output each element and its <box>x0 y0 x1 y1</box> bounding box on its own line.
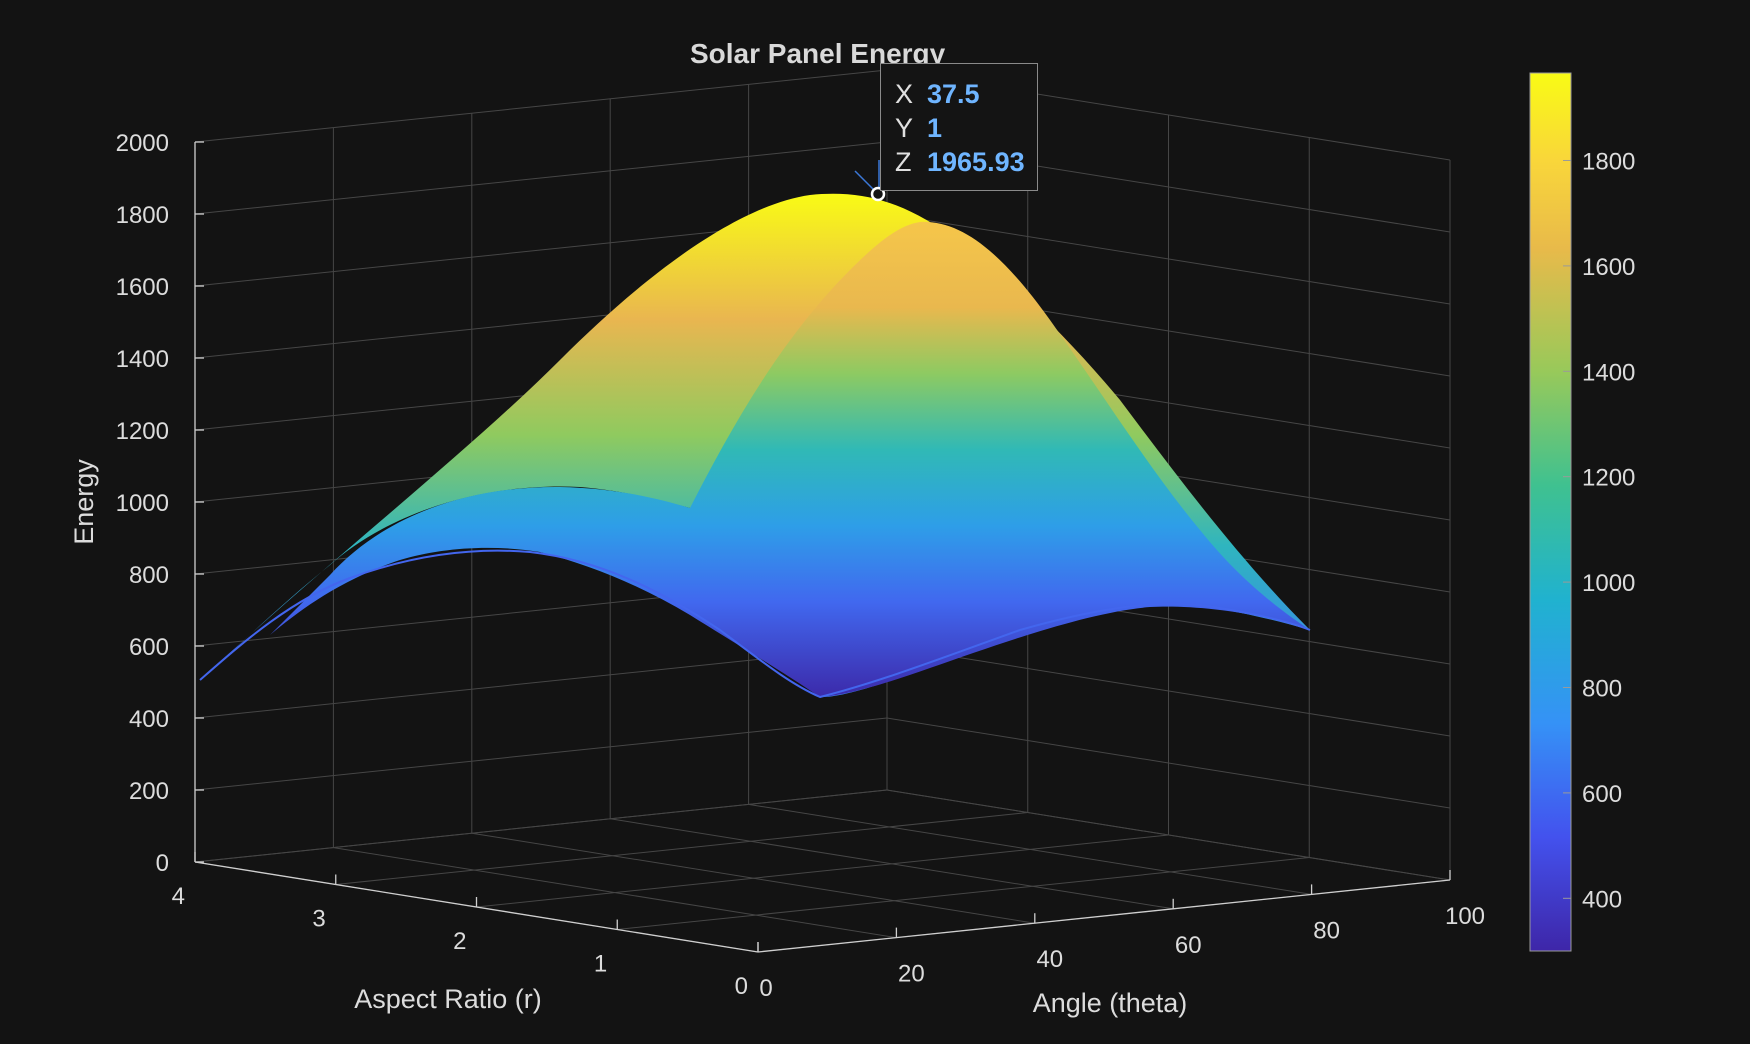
datatip-z-value: 1965.93 <box>927 147 1025 177</box>
z-axis-label: Energy <box>69 459 99 545</box>
colorbar-tick-label: 1200 <box>1582 465 1635 492</box>
x-tick-label: 100 <box>1445 903 1485 930</box>
datatip-x-value: 37.5 <box>927 79 980 109</box>
z-tick-label: 400 <box>129 706 169 733</box>
z-tick-label: 1600 <box>116 274 169 301</box>
grid-line <box>476 834 1169 908</box>
x-tick-label: 80 <box>1313 917 1340 944</box>
energy-surface <box>199 193 1311 699</box>
colorbar-tick-label: 800 <box>1582 675 1622 702</box>
grid-line <box>617 857 1310 930</box>
datatip-z-row: Z 1965.93 <box>895 146 1025 178</box>
y-tick-label: 0 <box>735 973 748 1000</box>
grid-floor <box>194 789 1451 953</box>
grid-line <box>886 645 1451 737</box>
z-tick-label: 1000 <box>116 490 169 517</box>
colorbar-tick-label: 1600 <box>1582 254 1635 281</box>
y-tick-label: 3 <box>312 906 325 933</box>
colorbar-tick-label: 400 <box>1582 886 1622 913</box>
z-axis-ticks: 0 200 400 600 800 1000 1200 1400 1600 1800 2000 <box>116 130 204 877</box>
colorbar-ticks: 400 600 800 1000 1200 1400 1600 1800 <box>1563 148 1635 913</box>
colorbar-tick-label: 1000 <box>1582 570 1635 597</box>
grid-line <box>194 141 888 215</box>
x-tick-label: 60 <box>1175 932 1202 959</box>
surface-front-edge <box>199 549 1311 699</box>
colorbar-tick-label: 600 <box>1582 781 1622 808</box>
z-tick-label: 1200 <box>116 418 169 445</box>
y-tick-label: 1 <box>594 951 607 978</box>
y-axis-ticks: 0 1 2 3 4 <box>172 852 759 1000</box>
x-tick-label: 40 <box>1036 946 1063 973</box>
datatip-y-label: Y <box>895 113 914 143</box>
y-axis-label: Aspect Ratio (r) <box>354 984 542 1014</box>
grid-line <box>335 812 1028 885</box>
x-axis-ticks: 0 20 40 60 80 100 <box>757 870 1485 1002</box>
y-tick-label: 4 <box>172 883 185 910</box>
x-axis-label: Angle (theta) <box>1033 988 1188 1018</box>
z-tick-label: 800 <box>129 562 169 589</box>
colorbar: 400 600 800 1000 1200 1400 1600 1800 <box>1529 72 1635 952</box>
z-tick-label: 1400 <box>116 346 169 373</box>
z-tick-label: 600 <box>129 634 169 661</box>
grid-line <box>194 69 888 143</box>
colorbar-tick-label: 1800 <box>1582 148 1635 175</box>
grid-line <box>333 847 897 939</box>
datatip-x-label: X <box>895 79 914 109</box>
z-tick-label: 2000 <box>116 130 169 157</box>
z-tick-label: 0 <box>156 850 169 877</box>
colorbar-gradient <box>1529 72 1572 952</box>
surface-front-sheet <box>270 221 1310 697</box>
x-tick-label: 20 <box>898 961 925 988</box>
grid-line <box>194 717 888 791</box>
z-tick-label: 200 <box>129 778 169 805</box>
x-tick-label: 0 <box>759 975 772 1002</box>
y-tick-label: 2 <box>453 928 466 955</box>
grid-line <box>748 803 1312 895</box>
datatip-z-label: Z <box>895 147 912 177</box>
grid-line <box>886 213 1451 305</box>
grid-line <box>886 789 1451 881</box>
colorbar-tick-label: 1400 <box>1582 359 1635 386</box>
datatip-y-value: 1 <box>927 113 943 143</box>
datatip-x-row: X 37.5 <box>895 78 980 110</box>
grid-line <box>471 832 1035 924</box>
datatip-marker[interactable] <box>854 160 886 202</box>
z-tick-label: 1800 <box>116 202 169 229</box>
grid-line <box>610 818 1174 910</box>
grid-line <box>886 717 1451 809</box>
grid-line <box>194 789 888 863</box>
